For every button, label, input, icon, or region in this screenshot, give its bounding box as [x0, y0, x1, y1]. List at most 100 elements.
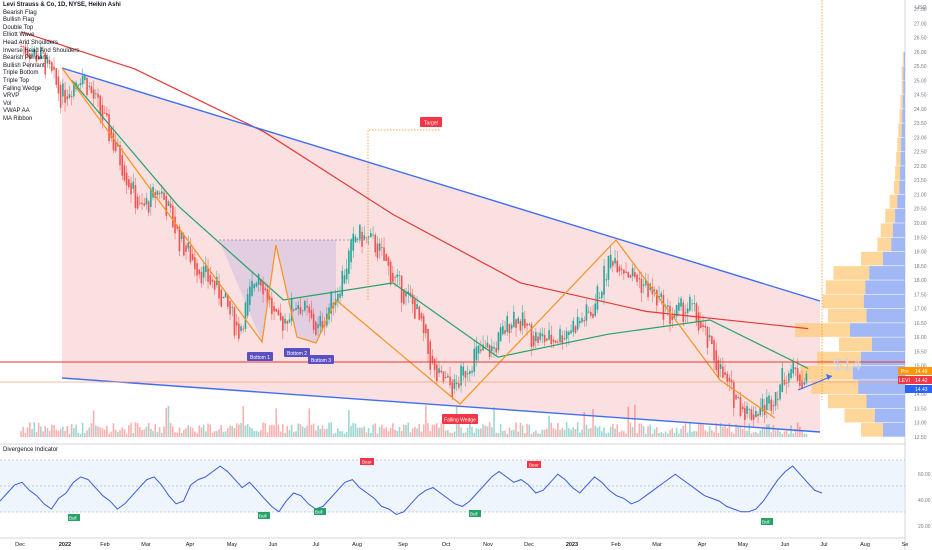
candle-body	[695, 303, 698, 322]
volume-bar	[152, 431, 154, 437]
candle-body	[631, 267, 634, 277]
volume-bar	[101, 427, 104, 437]
y-tick-label: 26.50	[914, 36, 927, 42]
volume-bar	[799, 426, 801, 437]
volume-bar	[669, 429, 671, 437]
candle-body	[458, 383, 460, 388]
candle-body	[264, 288, 267, 291]
indicator-item-6[interactable]: Bearish Pennant	[3, 55, 48, 62]
osc-scale-60: 60.00	[918, 472, 931, 478]
indicator-item-10[interactable]: Falling Wedge	[3, 85, 42, 92]
candle-body	[528, 323, 531, 325]
candle-body	[442, 371, 445, 383]
indicator-item-11[interactable]: VRVP	[3, 93, 20, 100]
volume-bar	[502, 430, 504, 437]
candle-body	[603, 265, 605, 295]
indicator-item-14[interactable]: MA Ribbon	[3, 115, 33, 122]
candle-body	[504, 330, 506, 334]
falling-wedge-fill	[62, 68, 820, 432]
indicator-item-4[interactable]: Head And Shoulders	[3, 39, 59, 46]
volume-bar	[770, 432, 773, 437]
volume-bar	[352, 423, 355, 437]
volume-bar	[440, 423, 443, 437]
time-axis[interactable]: Dec 2022 Feb Mar Apr May Jun Jul Aug Sep Oct Nov Dec…	[15, 542, 908, 548]
volume-bar	[363, 426, 366, 437]
volume-bar	[772, 425, 775, 437]
candle-body	[59, 85, 62, 108]
y-tick-label: 19.50	[914, 235, 927, 241]
volume-bar	[704, 430, 707, 437]
arrow-head-icon	[826, 374, 832, 380]
target-tag[interactable]	[420, 117, 442, 127]
candle-body	[453, 379, 456, 389]
volume-bar	[728, 423, 731, 437]
indicator-item-7[interactable]: Bullish Pennant	[3, 62, 45, 69]
volume-bar	[308, 408, 311, 437]
candle-body	[125, 172, 128, 186]
ma-50-line	[71, 79, 809, 370]
candle-body	[290, 298, 293, 321]
candle-body	[585, 304, 588, 321]
candle-body	[387, 257, 390, 266]
volume-bar	[112, 423, 115, 437]
candle-body	[354, 236, 357, 243]
candle-body	[543, 334, 546, 343]
candle-body	[427, 328, 429, 354]
candle-body	[103, 112, 106, 114]
volume-bar	[68, 433, 71, 437]
candle-body	[429, 341, 432, 370]
volume-bar	[678, 433, 680, 437]
vrvp-bar-buy	[872, 337, 905, 352]
volume-profile	[795, 52, 905, 437]
indicator-item-12[interactable]: Vol	[3, 100, 12, 107]
candle-body	[759, 407, 762, 416]
candle-body	[519, 320, 522, 331]
bottom-2-tag[interactable]	[284, 348, 310, 357]
vrvp-bar-buy	[903, 66, 905, 81]
bear-tag-2-label: Bear	[529, 463, 539, 468]
volume-bar	[77, 432, 80, 437]
bottom-1-tag[interactable]	[247, 352, 273, 361]
candle-body	[440, 370, 443, 373]
volume-bar	[323, 429, 326, 437]
volume-bar	[95, 425, 97, 437]
y-tick-label: 21.00	[914, 192, 927, 198]
candle-body	[548, 330, 550, 340]
candle-body	[180, 231, 183, 239]
candle-body	[143, 203, 146, 206]
candle-body	[594, 303, 597, 316]
volume-bar	[684, 423, 687, 437]
candle-body	[169, 203, 172, 208]
candle-body	[191, 253, 194, 261]
candles	[20, 38, 808, 430]
vrvp-bar-buy	[866, 308, 905, 323]
indicator-item-9[interactable]: Triple Top	[3, 77, 30, 84]
candle-body	[708, 335, 711, 338]
indicator-item-2[interactable]: Double Top	[3, 24, 34, 31]
volume-bar	[442, 424, 445, 437]
vrvp-bar-sell	[900, 94, 903, 109]
y-tick-label: 23.50	[914, 121, 927, 127]
symbol-title[interactable]: Levi Strauss & Co, 1D, NYSE, Heikin Ashi	[3, 2, 121, 8]
candle-body	[253, 284, 256, 289]
indicator-item-0[interactable]: Bearish Flag	[3, 9, 37, 16]
candle-body	[532, 335, 535, 347]
volume-bar	[513, 429, 515, 437]
candle-body	[530, 324, 533, 348]
candle-body	[601, 291, 603, 298]
falling-wedge-tag[interactable]	[442, 414, 478, 424]
candle-body	[200, 271, 203, 284]
candle-body	[40, 46, 42, 59]
candle-body	[460, 365, 462, 386]
indicator-item-3[interactable]: Elliott Wave	[3, 32, 35, 39]
indicator-item-5[interactable]: Inverse Head And Shoulders	[3, 47, 80, 54]
volume-bar	[695, 431, 698, 437]
indicator-item-13[interactable]: VWAP AA	[3, 108, 30, 115]
bottom-3-tag[interactable]	[308, 355, 334, 364]
price-axis[interactable]: 27.50 27.00 26.50 26.00 25.50 25.00 24.50 24.00…	[914, 7, 927, 441]
candle-body	[295, 307, 297, 311]
indicator-item-1[interactable]: Bullish Flag	[3, 17, 35, 24]
vrvp-bar-buy	[869, 266, 905, 280]
indicator-item-8[interactable]: Triple Bottom	[3, 70, 39, 77]
